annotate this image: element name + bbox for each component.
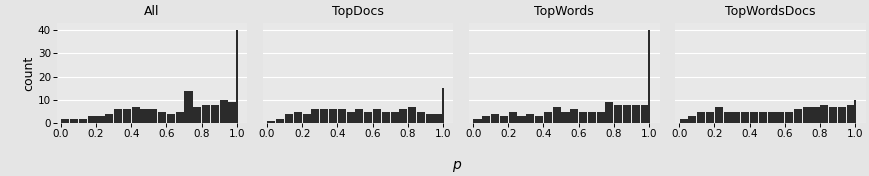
Bar: [723, 112, 731, 123]
Bar: [784, 112, 793, 123]
Bar: [569, 109, 578, 123]
Bar: [88, 116, 96, 123]
Bar: [373, 109, 381, 123]
Bar: [184, 90, 192, 123]
Bar: [167, 114, 175, 123]
Bar: [193, 107, 201, 123]
Bar: [481, 116, 490, 123]
Bar: [552, 107, 561, 123]
Bar: [517, 116, 525, 123]
Bar: [705, 112, 713, 123]
Bar: [302, 114, 310, 123]
Bar: [500, 116, 507, 123]
Bar: [802, 107, 810, 123]
Bar: [158, 112, 166, 123]
Bar: [328, 109, 336, 123]
Bar: [229, 102, 236, 123]
Bar: [696, 112, 705, 123]
Bar: [614, 105, 621, 123]
Bar: [267, 121, 275, 123]
Bar: [390, 112, 398, 123]
Bar: [534, 116, 542, 123]
Bar: [490, 114, 499, 123]
Bar: [714, 107, 722, 123]
Bar: [508, 112, 516, 123]
Bar: [275, 118, 284, 123]
Bar: [732, 112, 740, 123]
Y-axis label: count: count: [22, 55, 35, 91]
Bar: [79, 118, 87, 123]
Bar: [640, 105, 648, 123]
Bar: [311, 109, 319, 123]
Bar: [105, 114, 113, 123]
Bar: [828, 107, 836, 123]
Bar: [846, 105, 853, 123]
Bar: [793, 109, 801, 123]
Bar: [210, 105, 219, 123]
Bar: [687, 116, 696, 123]
Bar: [399, 109, 407, 123]
Bar: [219, 100, 228, 123]
Bar: [749, 112, 757, 123]
Bar: [543, 112, 551, 123]
Bar: [355, 109, 363, 123]
Bar: [285, 114, 293, 123]
Bar: [320, 109, 328, 123]
Bar: [819, 105, 827, 123]
Bar: [622, 105, 630, 123]
Bar: [740, 112, 748, 123]
Bar: [758, 112, 766, 123]
Bar: [579, 112, 587, 123]
Bar: [176, 112, 183, 123]
Bar: [416, 112, 424, 123]
Bar: [596, 112, 604, 123]
Bar: [381, 112, 389, 123]
Bar: [294, 112, 302, 123]
Bar: [140, 109, 149, 123]
Bar: [852, 100, 855, 123]
Bar: [70, 118, 78, 123]
Bar: [149, 109, 157, 123]
Bar: [202, 105, 209, 123]
Bar: [837, 107, 845, 123]
Bar: [766, 112, 774, 123]
Bar: [425, 114, 434, 123]
Bar: [337, 109, 346, 123]
Bar: [526, 114, 534, 123]
Bar: [235, 30, 238, 123]
Bar: [61, 118, 70, 123]
Bar: [408, 107, 415, 123]
Bar: [561, 112, 569, 123]
Bar: [114, 109, 122, 123]
Bar: [473, 118, 481, 123]
Bar: [123, 109, 131, 123]
Bar: [775, 112, 784, 123]
Bar: [346, 112, 355, 123]
Text: p: p: [452, 158, 461, 172]
Bar: [434, 114, 442, 123]
Bar: [587, 112, 595, 123]
Bar: [679, 118, 687, 123]
Bar: [647, 30, 649, 123]
Bar: [605, 102, 613, 123]
Bar: [811, 107, 819, 123]
Bar: [364, 112, 372, 123]
Bar: [131, 107, 140, 123]
Bar: [441, 88, 444, 123]
Bar: [631, 105, 639, 123]
Bar: [96, 116, 104, 123]
